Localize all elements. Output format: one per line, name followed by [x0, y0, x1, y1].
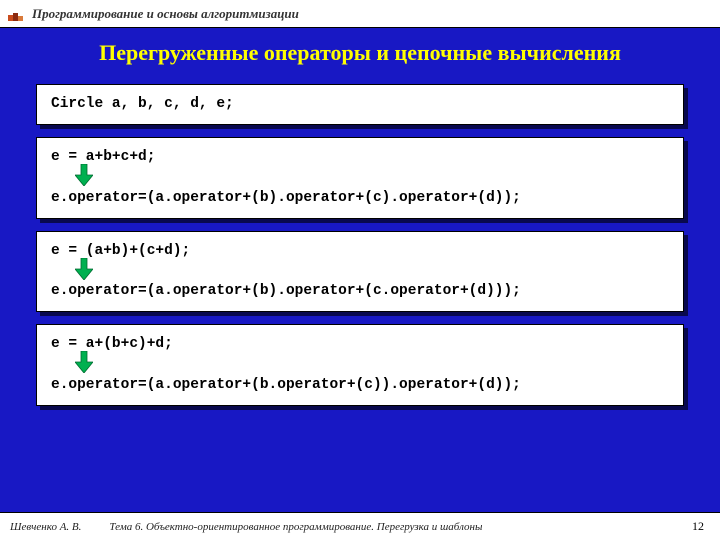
footer-left: Шевченко А. В. Тема 6. Объектно-ориентир…	[10, 521, 482, 533]
footer-topic: Тема 6. Объектно-ориентированное програм…	[109, 521, 482, 533]
page-number: 12	[692, 519, 710, 534]
down-arrow-icon	[75, 164, 93, 193]
code-line: e.operator=(a.operator+(b.operator+(c)).…	[51, 376, 669, 395]
books-icon	[8, 7, 24, 21]
code-box-3: e = a+(b+c)+d; e.operator=(a.operator+(b…	[36, 324, 684, 406]
code-box-2: e = (a+b)+(c+d); e.operator=(a.operator+…	[36, 231, 684, 313]
slide-header: Программирование и основы алгоритмизации	[0, 0, 720, 28]
footer-author: Шевченко А. В.	[10, 521, 81, 533]
slide-footer: Шевченко А. В. Тема 6. Объектно-ориентир…	[0, 512, 720, 540]
slide-title: Перегруженные операторы и цепочные вычис…	[36, 40, 684, 66]
code-line: e.operator=(a.operator+(b).operator+(c).…	[51, 189, 669, 208]
down-arrow-icon	[75, 258, 93, 287]
code-line: Circle a, b, c, d, e;	[51, 95, 669, 114]
code-line: e = a+b+c+d;	[51, 148, 669, 167]
header-title: Программирование и основы алгоритмизации	[32, 6, 299, 22]
code-box-0: Circle a, b, c, d, e;	[36, 84, 684, 125]
code-box-1: e = a+b+c+d; e.operator=(a.operator+(b).…	[36, 137, 684, 219]
down-arrow-icon	[75, 351, 93, 380]
code-line: e = (a+b)+(c+d);	[51, 242, 669, 261]
code-line: e = a+(b+c)+d;	[51, 335, 669, 354]
slide-body: Перегруженные операторы и цепочные вычис…	[0, 28, 720, 512]
code-line: e.operator=(a.operator+(b).operator+(c.o…	[51, 282, 669, 301]
